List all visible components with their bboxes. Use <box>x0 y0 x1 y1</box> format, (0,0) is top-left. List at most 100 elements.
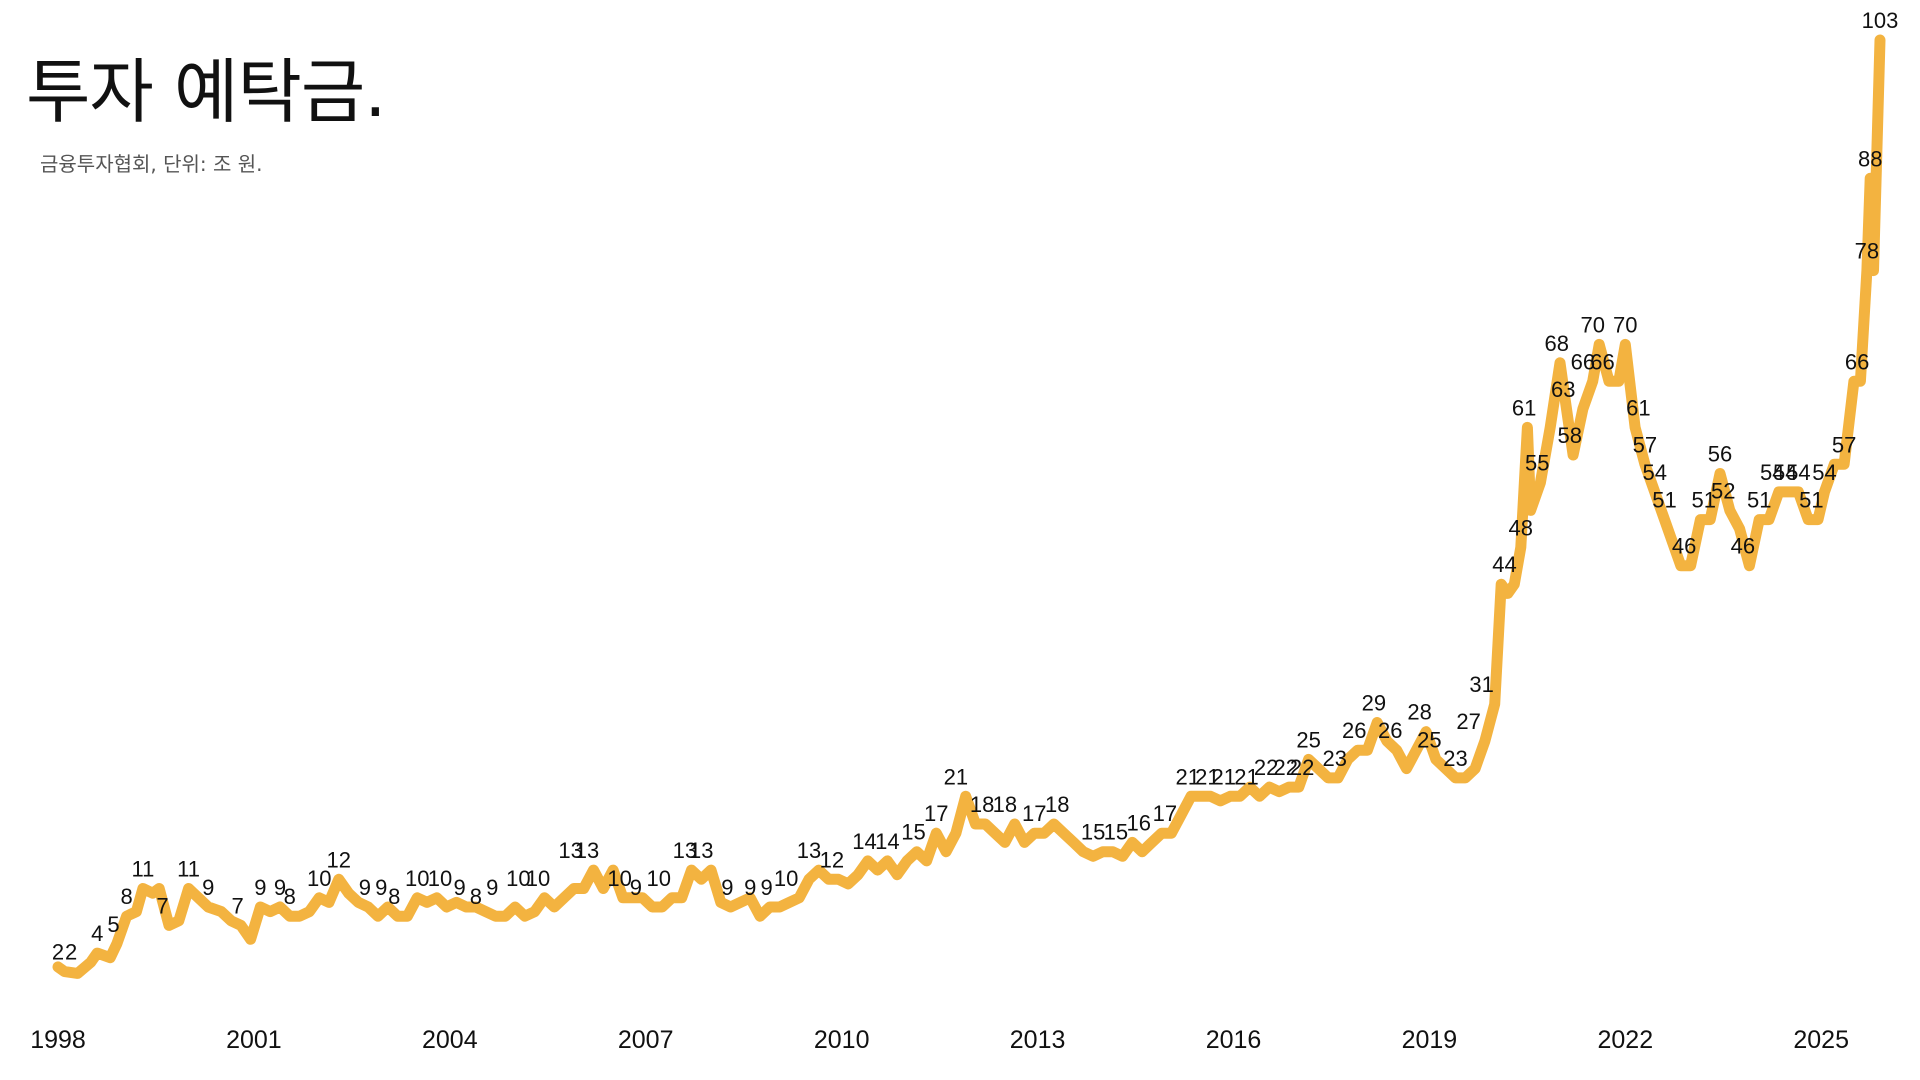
data-label: 7 <box>156 893 168 918</box>
data-label: 22 <box>1290 755 1314 780</box>
series-line-0 <box>52 34 1886 979</box>
data-label: 13 <box>575 838 599 863</box>
data-label: 15 <box>1081 820 1105 845</box>
data-label: 10 <box>506 866 530 891</box>
data-label: 12 <box>820 847 844 872</box>
data-label: 48 <box>1509 515 1533 540</box>
x-tick-label: 2013 <box>1010 1026 1066 1054</box>
data-label: 5 <box>107 912 119 937</box>
x-tick-label: 2001 <box>226 1026 282 1054</box>
data-label: 9 <box>453 875 465 900</box>
data-label: 10 <box>428 866 452 891</box>
data-label: 66 <box>1571 349 1595 374</box>
data-label: 21 <box>1234 764 1258 789</box>
x-tick-label: 2010 <box>814 1026 870 1054</box>
series-layer <box>52 34 1886 979</box>
data-label: 13 <box>673 838 697 863</box>
data-label: 18 <box>993 792 1017 817</box>
data-label: 54 <box>1812 460 1836 485</box>
data-label: 4 <box>91 921 103 946</box>
data-label: 9 <box>359 875 371 900</box>
data-label: 54 <box>1760 460 1784 485</box>
data-label: 70 <box>1613 312 1637 337</box>
data-label: 51 <box>1799 488 1823 513</box>
data-label: 57 <box>1832 432 1856 457</box>
x-tick-label: 2019 <box>1402 1026 1458 1054</box>
data-label: 52 <box>1711 478 1735 503</box>
data-label: 15 <box>1104 820 1128 845</box>
data-label: 8 <box>120 884 132 909</box>
chart-subtitle: 금융투자협회, 단위: 조 원. <box>40 152 263 176</box>
data-label: 70 <box>1580 312 1604 337</box>
x-tick-label: 1998 <box>30 1026 86 1054</box>
data-label: 2 <box>65 940 77 965</box>
data-label: 46 <box>1672 534 1696 559</box>
data-label: 21 <box>1195 764 1219 789</box>
data-label: 22 <box>1254 755 1278 780</box>
data-label: 15 <box>901 820 925 845</box>
data-label: 18 <box>970 792 994 817</box>
data-label: 9 <box>375 875 387 900</box>
data-label: 29 <box>1362 691 1386 716</box>
data-label: 8 <box>388 884 400 909</box>
data-label: 22 <box>1273 755 1297 780</box>
data-label: 14 <box>852 829 876 854</box>
data-label: 51 <box>1652 488 1676 513</box>
data-label: 57 <box>1633 432 1657 457</box>
data-label: 9 <box>254 875 266 900</box>
data-label: 10 <box>647 866 671 891</box>
data-label: 44 <box>1492 552 1516 577</box>
x-tick-label: 2022 <box>1597 1026 1653 1054</box>
data-label: 21 <box>1211 764 1235 789</box>
data-label: 13 <box>558 838 582 863</box>
x-tick-label: 2025 <box>1793 1026 1849 1054</box>
data-label: 58 <box>1558 423 1582 448</box>
data-label: 7 <box>231 893 243 918</box>
x-tick-label: 2016 <box>1206 1026 1262 1054</box>
data-label: 54 <box>1786 460 1810 485</box>
data-label: 21 <box>944 764 968 789</box>
data-label: 10 <box>405 866 429 891</box>
data-label: 26 <box>1378 718 1402 743</box>
data-label: 10 <box>607 866 631 891</box>
data-label: 78 <box>1855 239 1879 264</box>
data-label: 66 <box>1845 349 1869 374</box>
data-label: 9 <box>744 875 756 900</box>
data-label: 66 <box>1590 349 1614 374</box>
data-label: 68 <box>1544 331 1568 356</box>
data-label: 31 <box>1469 672 1493 697</box>
data-label: 46 <box>1731 534 1755 559</box>
data-label: 51 <box>1691 488 1715 513</box>
data-label: 8 <box>470 884 482 909</box>
data-label: 8 <box>284 884 296 909</box>
data-label: 61 <box>1512 395 1536 420</box>
data-label: 13 <box>797 838 821 863</box>
data-label: 26 <box>1342 718 1366 743</box>
data-label: 9 <box>721 875 733 900</box>
data-label: 54 <box>1642 460 1666 485</box>
data-label: 28 <box>1407 700 1431 725</box>
data-label: 9 <box>630 875 642 900</box>
data-label: 11 <box>131 857 154 882</box>
data-label: 11 <box>177 857 200 882</box>
data-label: 9 <box>202 875 214 900</box>
data-label: 10 <box>526 866 550 891</box>
data-label: 10 <box>774 866 798 891</box>
data-label: 9 <box>486 875 498 900</box>
data-label: 9 <box>274 875 286 900</box>
data-label: 54 <box>1773 460 1797 485</box>
data-label: 9 <box>760 875 772 900</box>
data-label: 16 <box>1127 810 1151 835</box>
data-label: 13 <box>689 838 713 863</box>
data-label: 56 <box>1708 442 1732 467</box>
data-label: 18 <box>1045 792 1069 817</box>
data-label: 27 <box>1456 709 1480 734</box>
data-label: 23 <box>1443 746 1467 771</box>
data-label: 17 <box>1022 801 1046 826</box>
data-label: 61 <box>1626 395 1650 420</box>
data-label: 63 <box>1551 377 1575 402</box>
data-label: 23 <box>1322 746 1346 771</box>
data-label: 21 <box>1176 764 1200 789</box>
data-label: 25 <box>1296 727 1320 752</box>
